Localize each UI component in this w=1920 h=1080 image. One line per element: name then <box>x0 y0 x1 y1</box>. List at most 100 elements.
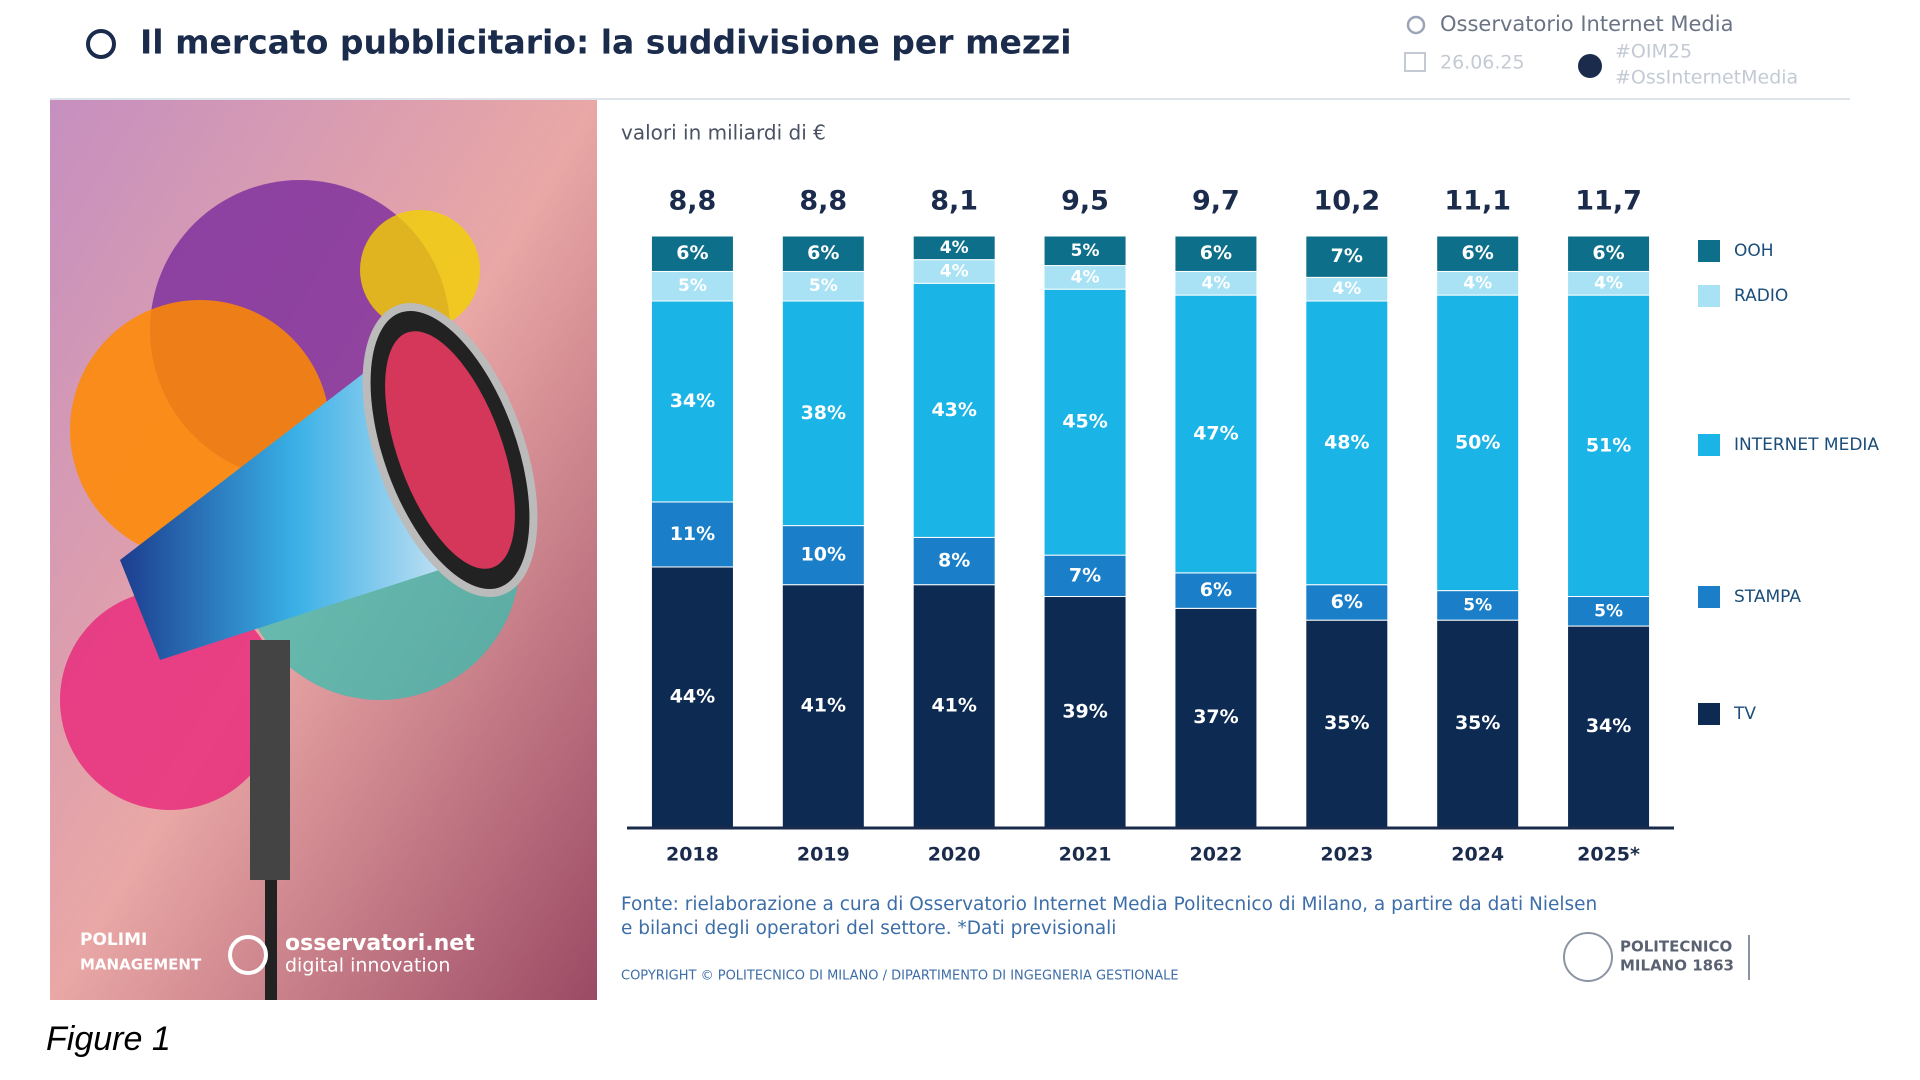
segment-label: 4% <box>1463 273 1492 293</box>
legend-label: STAMPA <box>1734 587 1801 607</box>
bar-segment <box>912 235 996 261</box>
hashtag: #OIM25 <box>1615 41 1692 63</box>
image-text: digital innovation <box>285 955 450 977</box>
x-icon <box>1578 54 1602 78</box>
brand-icon <box>1406 15 1426 35</box>
bar-segment <box>1043 554 1127 598</box>
bar-segment <box>1305 300 1389 586</box>
x-tick-label: 2018 <box>666 844 719 866</box>
segment-label: 48% <box>1324 431 1369 453</box>
bar-segment <box>1305 584 1389 621</box>
hashtag: #OssInternetMedia <box>1615 67 1798 89</box>
header-icon <box>86 29 116 59</box>
legend-swatch <box>1698 703 1720 725</box>
segment-label: 43% <box>931 399 976 421</box>
segment-label: 7% <box>1331 245 1363 267</box>
source: e bilanci degli operatori del settore. *… <box>621 918 1116 939</box>
bar-segment <box>1436 294 1520 592</box>
segment-label: 5% <box>809 276 838 296</box>
x-tick-label: 2025* <box>1577 844 1640 866</box>
segment-label: 6% <box>807 242 839 264</box>
copyright: COPYRIGHT © POLITECNICO DI MILANO / DIPA… <box>621 969 1179 984</box>
segment-label: 34% <box>670 390 715 412</box>
bar-segment <box>1043 596 1127 828</box>
segment-label: 51% <box>1586 434 1631 456</box>
segment-label: 6% <box>676 242 708 264</box>
segment-label: 6% <box>1200 579 1232 601</box>
x-tick-label: 2024 <box>1451 844 1504 866</box>
x-tick-label: 2022 <box>1189 844 1242 866</box>
image-text: osservatori.net <box>285 931 475 956</box>
bar-segment <box>1305 619 1389 828</box>
bar-segment <box>1567 625 1651 828</box>
segment-label: 10% <box>801 544 846 566</box>
bar-segment <box>650 270 734 302</box>
bar-segment <box>1567 294 1651 598</box>
total-label: 11,1 <box>1444 186 1511 217</box>
total-label: 8,1 <box>930 186 978 217</box>
x-tick-label: 2020 <box>928 844 981 866</box>
segment-label: 47% <box>1193 422 1238 444</box>
segment-label: 8% <box>938 550 970 572</box>
bar-segment <box>650 300 734 503</box>
logo-text: MILANO 1863 <box>1620 957 1734 975</box>
subtitle: valori in miliardi di € <box>621 121 826 145</box>
segment-label: 11% <box>670 523 715 545</box>
bar-segment <box>1436 619 1520 828</box>
bar-segment <box>1174 294 1258 574</box>
x-tick-label: 2021 <box>1059 844 1112 866</box>
total-label: 10,2 <box>1314 186 1381 217</box>
bar-segment <box>1174 607 1258 828</box>
source: Fonte: rielaborazione a cura di Osservat… <box>621 894 1597 915</box>
bar-segment <box>1567 596 1651 627</box>
total-label: 11,7 <box>1575 186 1642 217</box>
logo-text: POLITECNICO <box>1620 938 1732 956</box>
bar-segment <box>1043 288 1127 556</box>
legend-label: TV <box>1733 704 1756 724</box>
bar-segment <box>781 300 865 527</box>
legend-label: INTERNET MEDIA <box>1734 435 1879 455</box>
segment-label: 50% <box>1455 431 1500 453</box>
legend-swatch <box>1698 586 1720 608</box>
segment-label: 4% <box>1202 273 1231 293</box>
bar-segment <box>1567 235 1651 272</box>
bar-segment <box>1043 235 1127 267</box>
segment-label: 4% <box>1332 279 1361 299</box>
bar-segment <box>781 270 865 302</box>
segment-label: 6% <box>1200 242 1232 264</box>
bar-segment <box>1305 235 1389 278</box>
illustration <box>50 99 597 1000</box>
politecnico-logo <box>1563 932 1613 982</box>
segment-label: 44% <box>670 685 715 707</box>
segment-label: 4% <box>1071 267 1100 287</box>
image-text: POLIMI <box>80 930 147 950</box>
segment-label: 6% <box>1331 591 1363 613</box>
legend-label: RADIO <box>1734 286 1788 306</box>
date-icon <box>1404 52 1426 72</box>
bar-segment <box>1436 235 1520 272</box>
image-text: MANAGEMENT <box>80 956 202 974</box>
segment-label: 6% <box>1462 242 1494 264</box>
segment-label: 5% <box>1071 241 1100 261</box>
segment-label: 5% <box>1594 601 1623 621</box>
total-label: 8,8 <box>799 186 847 217</box>
segment-label: 5% <box>1463 595 1492 615</box>
segment-label: 37% <box>1193 706 1238 728</box>
segment-label: 45% <box>1062 411 1107 433</box>
logo <box>228 935 268 975</box>
legend-label: OOH <box>1734 241 1774 261</box>
total-label: 9,7 <box>1192 186 1240 217</box>
total-label: 9,5 <box>1061 186 1109 217</box>
bar-segment <box>781 235 865 272</box>
date: 26.06.25 <box>1440 52 1525 74</box>
segment-label: 6% <box>1592 242 1624 264</box>
segment-label: 35% <box>1324 712 1369 734</box>
segment-label: 41% <box>801 694 846 716</box>
segment-label: 38% <box>801 402 846 424</box>
bar-segment <box>1174 235 1258 272</box>
legend-swatch <box>1698 434 1720 456</box>
legend-swatch <box>1698 240 1720 262</box>
segment-label: 39% <box>1062 700 1107 722</box>
segment-label: 5% <box>678 276 707 296</box>
